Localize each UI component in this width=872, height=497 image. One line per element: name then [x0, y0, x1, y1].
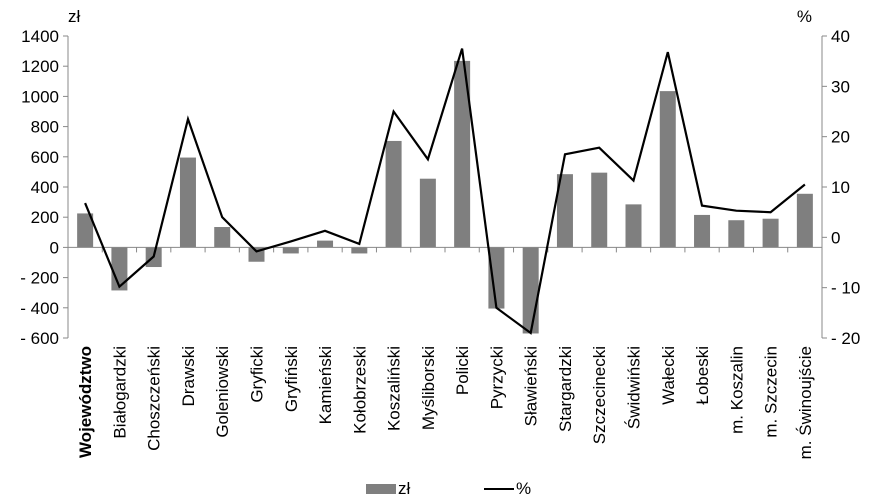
right-axis-unit: %: [797, 7, 812, 26]
category-label: Wałecki: [659, 346, 678, 405]
bar: [556, 174, 573, 248]
left-axis-ticks: - 600 - 400 - 200 0 200 400 600 800 1000 1200 1400: [20, 27, 68, 348]
category-label: Choszczeński: [145, 346, 164, 451]
category-label: Kołobrzeski: [350, 346, 369, 434]
bar-series: [77, 60, 813, 334]
bar: [77, 213, 94, 248]
left-tick-label: 0: [50, 238, 59, 257]
category-label: Stargardzki: [556, 346, 575, 432]
bar: [522, 247, 539, 334]
bar: [317, 240, 334, 248]
bar: [762, 218, 779, 248]
category-label: Łobeski: [693, 346, 712, 405]
category-label: m. Szczecin: [762, 346, 781, 438]
legend-label-line: %: [516, 479, 531, 497]
left-tick-label: 1200: [21, 57, 59, 76]
bar: [796, 193, 813, 248]
bar: [214, 227, 231, 248]
right-tick-label: 0: [831, 228, 840, 247]
left-tick-label: 200: [31, 208, 59, 227]
category-label: Goleniowski: [213, 346, 232, 438]
legend-label-bar: zł: [398, 479, 411, 497]
legend-swatch-bar: [366, 484, 396, 494]
right-tick-label: - 10: [831, 279, 860, 298]
right-tick-label: - 20: [831, 329, 860, 348]
category-label: Kamieński: [316, 346, 335, 424]
category-labels: Województwo Białogardzki Choszczeński Draws…: [76, 346, 815, 459]
category-label: Gryfiński: [282, 346, 301, 412]
legend: zł %: [366, 479, 531, 497]
category-label: m. Koszalin: [727, 346, 746, 434]
left-tick-label: - 600: [20, 329, 59, 348]
bar: [282, 247, 299, 254]
bar: [591, 172, 608, 248]
category-label: Drawski: [179, 346, 198, 406]
bar: [454, 60, 471, 248]
right-tick-label: 10: [831, 178, 850, 197]
category-label: Pyrzycki: [487, 346, 506, 409]
percent-line: [84, 48, 806, 335]
category-label: Myśliborski: [419, 346, 438, 430]
bar: [385, 140, 402, 248]
left-tick-label: 1400: [21, 27, 59, 46]
line-series: [84, 48, 806, 335]
bar: [179, 157, 196, 248]
left-axis-unit: zł: [68, 7, 81, 26]
bar: [351, 247, 368, 254]
left-tick-label: - 200: [20, 269, 59, 288]
left-tick-label: - 400: [20, 299, 59, 318]
category-label: Szczecinecki: [590, 346, 609, 444]
left-tick-label: 800: [31, 118, 59, 137]
category-label: Świdwiński: [625, 346, 644, 429]
right-tick-label: 30: [831, 77, 850, 96]
bar: [419, 178, 436, 248]
right-axis-ticks: - 20 - 10 0 10 20 30 40: [822, 27, 860, 348]
bar: [728, 220, 745, 248]
left-tick-label: 600: [31, 148, 59, 167]
right-tick-label: 40: [831, 27, 850, 46]
left-tick-label: 400: [31, 178, 59, 197]
category-label: Policki: [453, 346, 472, 395]
bar: [625, 204, 642, 248]
category-label: Koszaliński: [385, 346, 404, 431]
category-label: m. Świnoujście: [796, 346, 815, 459]
category-label: Białogardzki: [110, 346, 129, 439]
bar: [488, 247, 505, 309]
category-label: Województwo: [76, 346, 95, 458]
axes: [67, 36, 823, 338]
bar: [694, 214, 711, 248]
bar: [659, 91, 676, 248]
category-label: Sławieński: [522, 346, 541, 426]
right-tick-label: 20: [831, 128, 850, 147]
category-label: Gryficki: [248, 346, 267, 403]
left-tick-label: 1000: [21, 87, 59, 106]
